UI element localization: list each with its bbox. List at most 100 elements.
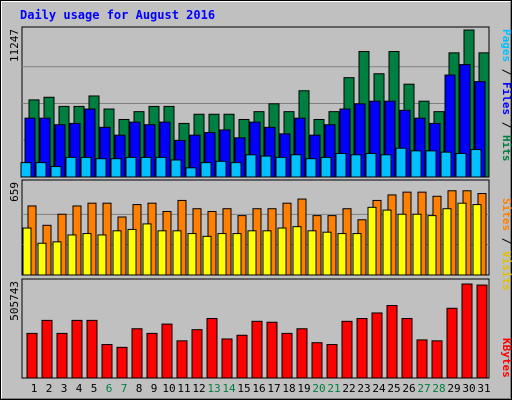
sites-bar (112, 230, 122, 276)
day-label: 27 (417, 382, 430, 395)
kbytes-bar (116, 346, 128, 379)
day-label: 14 (222, 382, 236, 395)
sites-bar (247, 230, 257, 276)
svg-text:Pages / Files / Hits: Pages / Files / Hits (500, 29, 512, 162)
pages-bar (470, 149, 482, 178)
kbytes-bar (146, 332, 158, 379)
sites-bar (367, 206, 377, 276)
sites-bar (142, 223, 152, 276)
kbytes-bar (71, 319, 83, 379)
legend-kbytes: KBytes (500, 338, 512, 378)
pages-bar (110, 158, 122, 178)
sites-bar (82, 233, 92, 276)
sites-bar (37, 242, 47, 276)
day-label: 25 (387, 382, 400, 395)
pages-bar (455, 152, 467, 178)
day-label: 15 (237, 382, 250, 395)
kbytes-bar (371, 312, 383, 379)
day-label: 29 (447, 382, 460, 395)
day-label: 16 (252, 382, 265, 395)
kbytes-bar (281, 332, 293, 379)
day-label: 10 (162, 382, 175, 395)
pages-bar (215, 160, 227, 178)
pages-bar (305, 158, 317, 178)
kbytes-bar (476, 284, 488, 379)
sites-bar (442, 208, 452, 276)
day-label: 20 (312, 382, 325, 395)
kbytes-bar (191, 329, 203, 379)
panel-2-ymax-label: 659 (8, 182, 21, 202)
sites-visits-panel: 659 Sites / Visits (8, 179, 512, 291)
day-label: 6 (106, 382, 113, 395)
kbytes-bar (356, 318, 368, 379)
sites-bar (52, 241, 62, 276)
kbytes-bar (296, 328, 308, 379)
panel-2-bars (22, 190, 489, 276)
sites-bar (322, 231, 332, 276)
pages-bar (140, 156, 152, 178)
kbytes-bar (431, 340, 443, 379)
kbytes-panel: 505743 KBytes (8, 278, 512, 379)
kbytes-bar (326, 344, 338, 379)
pages-bar (170, 159, 182, 178)
sites-bar (172, 230, 182, 276)
day-label: 13 (207, 382, 220, 395)
sites-bar (67, 234, 77, 276)
sites-bar (457, 202, 467, 276)
kbytes-bar (311, 342, 323, 379)
sites-bar (472, 204, 482, 276)
sites-bar (292, 226, 302, 276)
sites-bar (217, 233, 227, 276)
pages-bar (350, 154, 362, 178)
day-label: 26 (402, 382, 415, 395)
pages-bar (185, 167, 197, 178)
day-label: 17 (267, 382, 280, 395)
pages-bar (20, 162, 32, 178)
legend-sep-3: / (500, 231, 512, 251)
sites-bar (232, 233, 242, 276)
day-label: 12 (192, 382, 205, 395)
pages-bar (275, 156, 287, 178)
pages-bar (50, 166, 62, 178)
kbytes-bar (416, 339, 428, 379)
day-label: 22 (342, 382, 355, 395)
sites-bar (262, 230, 272, 276)
svg-text:Sites / Visits: Sites / Visits (500, 198, 512, 291)
day-label: 19 (297, 382, 310, 395)
kbytes-bar (266, 321, 278, 379)
kbytes-bar (26, 332, 38, 379)
pages-bar (125, 156, 137, 178)
kbytes-bar (56, 332, 68, 379)
sites-bar (337, 233, 347, 276)
pages-bar (80, 156, 92, 178)
chart-title: Daily usage for August 2016 (20, 8, 215, 22)
day-label: 2 (46, 382, 53, 395)
kbytes-bar (41, 319, 53, 379)
day-label: 9 (151, 382, 158, 395)
kbytes-bar (101, 344, 113, 379)
day-label: 8 (136, 382, 143, 395)
kbytes-bar (86, 319, 98, 379)
panel-1-ymax-label: 11247 (8, 29, 21, 62)
legend-pages: Pages (500, 29, 512, 62)
hits-files-pages-panel: 11247 Pages / Files / Hits (8, 26, 512, 178)
panel-1-bars (20, 29, 490, 178)
sites-bar (127, 228, 137, 276)
day-label: 21 (327, 382, 340, 395)
sites-bar (187, 233, 197, 276)
panel-3-bars (26, 283, 488, 379)
day-label: 24 (372, 382, 386, 395)
legend-sites: Sites (500, 198, 512, 231)
pages-bar (440, 151, 452, 178)
pages-bar (290, 154, 302, 178)
pages-bar (35, 162, 47, 178)
pages-bar (380, 154, 392, 178)
day-label: 31 (477, 382, 490, 395)
sites-bar (97, 234, 107, 276)
kbytes-bar (446, 307, 458, 379)
legend-files: Files (500, 82, 512, 115)
pages-bar (65, 156, 77, 178)
day-label: 23 (357, 382, 370, 395)
day-label: 1 (31, 382, 38, 395)
